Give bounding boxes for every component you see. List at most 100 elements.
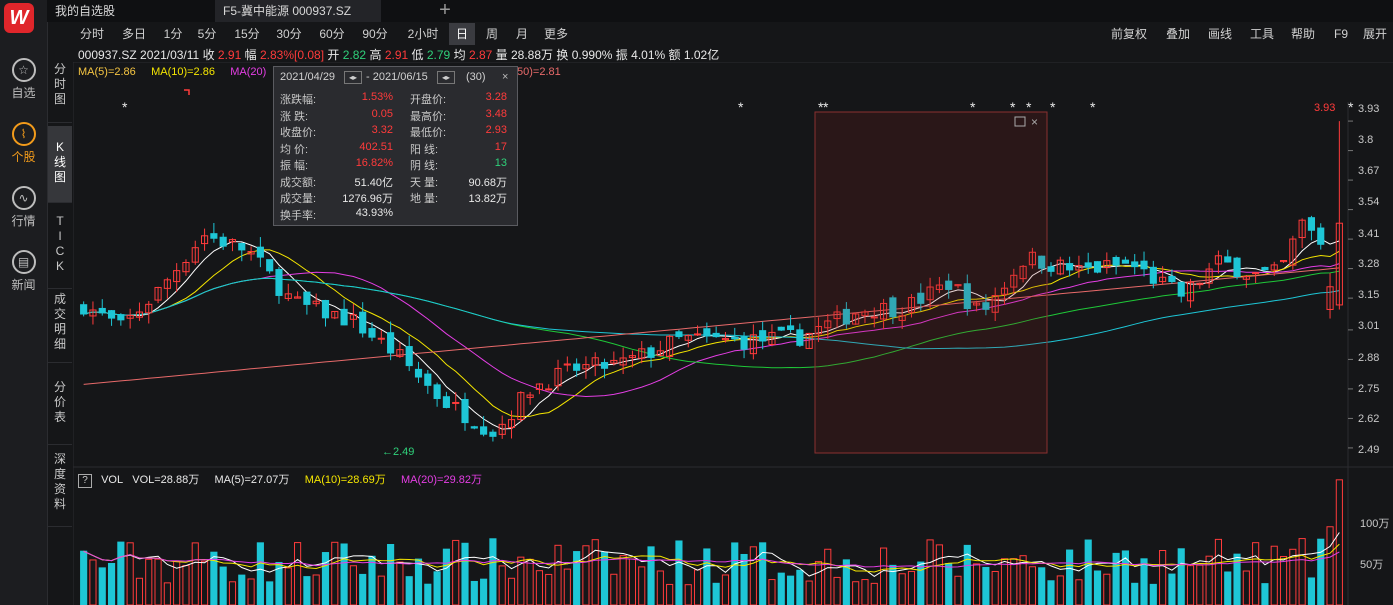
volume-bar [126,542,134,605]
close-range-icon: × [1031,115,1038,129]
volume-bar [926,539,934,605]
period-fenshi[interactable]: 分时 [79,27,104,41]
range-stats-popup[interactable]: 2021/04/29 ◂▸ - 2021/06/15 ◂▸ (30) × 涨跌幅… [273,66,518,226]
volume-bar [945,563,953,605]
period-duori[interactable]: 多日 [121,27,146,41]
candle-body [954,284,962,287]
left-navigation: W ☆ 自选 ⌇ 个股 ∿ 行情 ▤ 新闻 [0,0,48,605]
volume-bar [805,580,813,605]
volume-bar [266,581,274,605]
side-tab-kline[interactable]: K 线 图 [48,126,72,203]
volume-bar [1084,539,1092,605]
close-icon[interactable]: × [502,71,509,83]
volume-bar [1233,553,1241,605]
period-90min[interactable]: 90分 [362,27,388,41]
candle-body [1121,259,1129,264]
draw-line-button[interactable]: 画线 [1208,27,1233,41]
candle-body [247,251,255,255]
side-tab-depth-data[interactable]: 深 度 资 料 [48,446,72,527]
adjust-forward-button[interactable]: 前复权 [1111,27,1148,41]
nav-news[interactable]: ▤ 新闻 [0,250,47,293]
side-tab-intraday[interactable]: 分 时 图 [48,58,72,123]
low-value: 2.79 [426,48,451,62]
f9-button[interactable]: F9 [1334,27,1349,41]
volume-bar [331,541,339,605]
amp-value: 2.83%[0.08] [259,48,325,62]
candle-body [573,363,581,371]
side-tab-price-table[interactable]: 分 价 表 [48,368,72,445]
vol-indicator-name[interactable]: VOL [101,474,124,486]
period-15min[interactable]: 15分 [234,27,260,41]
period-1min[interactable]: 1分 [163,27,183,41]
period-30min[interactable]: 30分 [276,27,302,41]
event-star-icon: * [1348,99,1354,115]
volume-bar [1214,538,1222,605]
volume-bar [1047,580,1055,605]
stat-label: 地 量: [410,193,439,205]
candle-body [600,362,609,369]
expand-button[interactable]: 展开 [1363,27,1388,41]
volume-bar [1028,566,1036,605]
candle-body [228,239,237,243]
stat-value: 51.40亿 [354,176,393,189]
nav-market[interactable]: ∿ 行情 [0,186,47,229]
volume-bar [898,573,906,605]
volume-bar [1307,577,1316,605]
candle-body [321,299,330,319]
candle-body [284,293,292,299]
date-to[interactable]: - 2021/06/15 [366,71,428,83]
volume-tick: 100万 [1360,518,1390,530]
candle-body [1224,256,1232,263]
open-value: 2.82 [342,48,367,62]
overlay-button[interactable]: 叠加 [1166,27,1191,41]
tab-watchlist[interactable]: 我的自选股 [55,4,116,18]
period-2hour[interactable]: 2小时 [407,27,439,41]
volume-bar [480,578,488,605]
volume-bar [824,548,832,605]
period-week[interactable]: 周 [485,27,498,41]
candle-body [973,302,981,306]
help-button[interactable]: 帮助 [1291,27,1316,41]
nav-label: 新闻 [11,278,36,292]
candle-body [173,270,181,283]
app-logo[interactable]: W [4,3,34,33]
side-tab-trade-detail[interactable]: 成 交 明 细 [48,288,72,363]
date-from[interactable]: 2021/04/29 [280,71,336,83]
side-tab-tick[interactable]: T I C K [48,204,72,289]
date-stepper-icon[interactable]: ◂▸ [437,71,455,84]
ma20-line [83,263,1340,398]
stat-value: 16.82% [355,157,393,169]
kline-chart[interactable]: ×* * * * * * * * * * [73,62,1393,605]
stat-value: 0.05 [371,107,393,120]
period-month[interactable]: 月 [515,27,528,41]
help-icon[interactable]: ? [78,474,92,488]
tab-stock-detail[interactable]: F5-冀中能源 000937.SZ [215,0,381,22]
period-more[interactable]: 更多 [543,27,568,41]
candle-body [1000,287,1009,295]
price-tick: 2.49 [1358,444,1380,456]
period-5min[interactable]: 5分 [197,27,217,41]
tools-button[interactable]: 工具 [1250,27,1275,41]
stat-label: 涨 跌: [280,110,309,123]
volume-bar [638,566,646,605]
volume-bar [759,542,767,605]
candle-body [1214,255,1222,265]
add-tab-icon[interactable]: + [439,0,451,21]
volume-bar [210,551,218,605]
stat-label: 振 幅: [280,160,309,172]
volume-bar [1103,573,1111,605]
price-tick: 3.41 [1358,228,1380,240]
candle-body [1335,222,1343,306]
event-star-icon: * [122,99,128,115]
nav-watchlist[interactable]: ☆ 自选 [0,58,47,101]
volume-bar [880,547,888,605]
volume-bar [238,574,246,605]
nav-stock[interactable]: ⌇ 个股 [0,122,47,165]
candle-body [591,357,599,366]
period-day[interactable]: 日 [449,23,475,45]
price-tick: 3.93 [1358,103,1380,115]
date-stepper-icon[interactable]: ◂▸ [344,71,362,84]
candle-body [1149,266,1157,284]
ma-legend: MA(5)=2.86 MA(10)=2.86 MA(20) [78,66,266,78]
period-60min[interactable]: 60分 [319,27,345,41]
